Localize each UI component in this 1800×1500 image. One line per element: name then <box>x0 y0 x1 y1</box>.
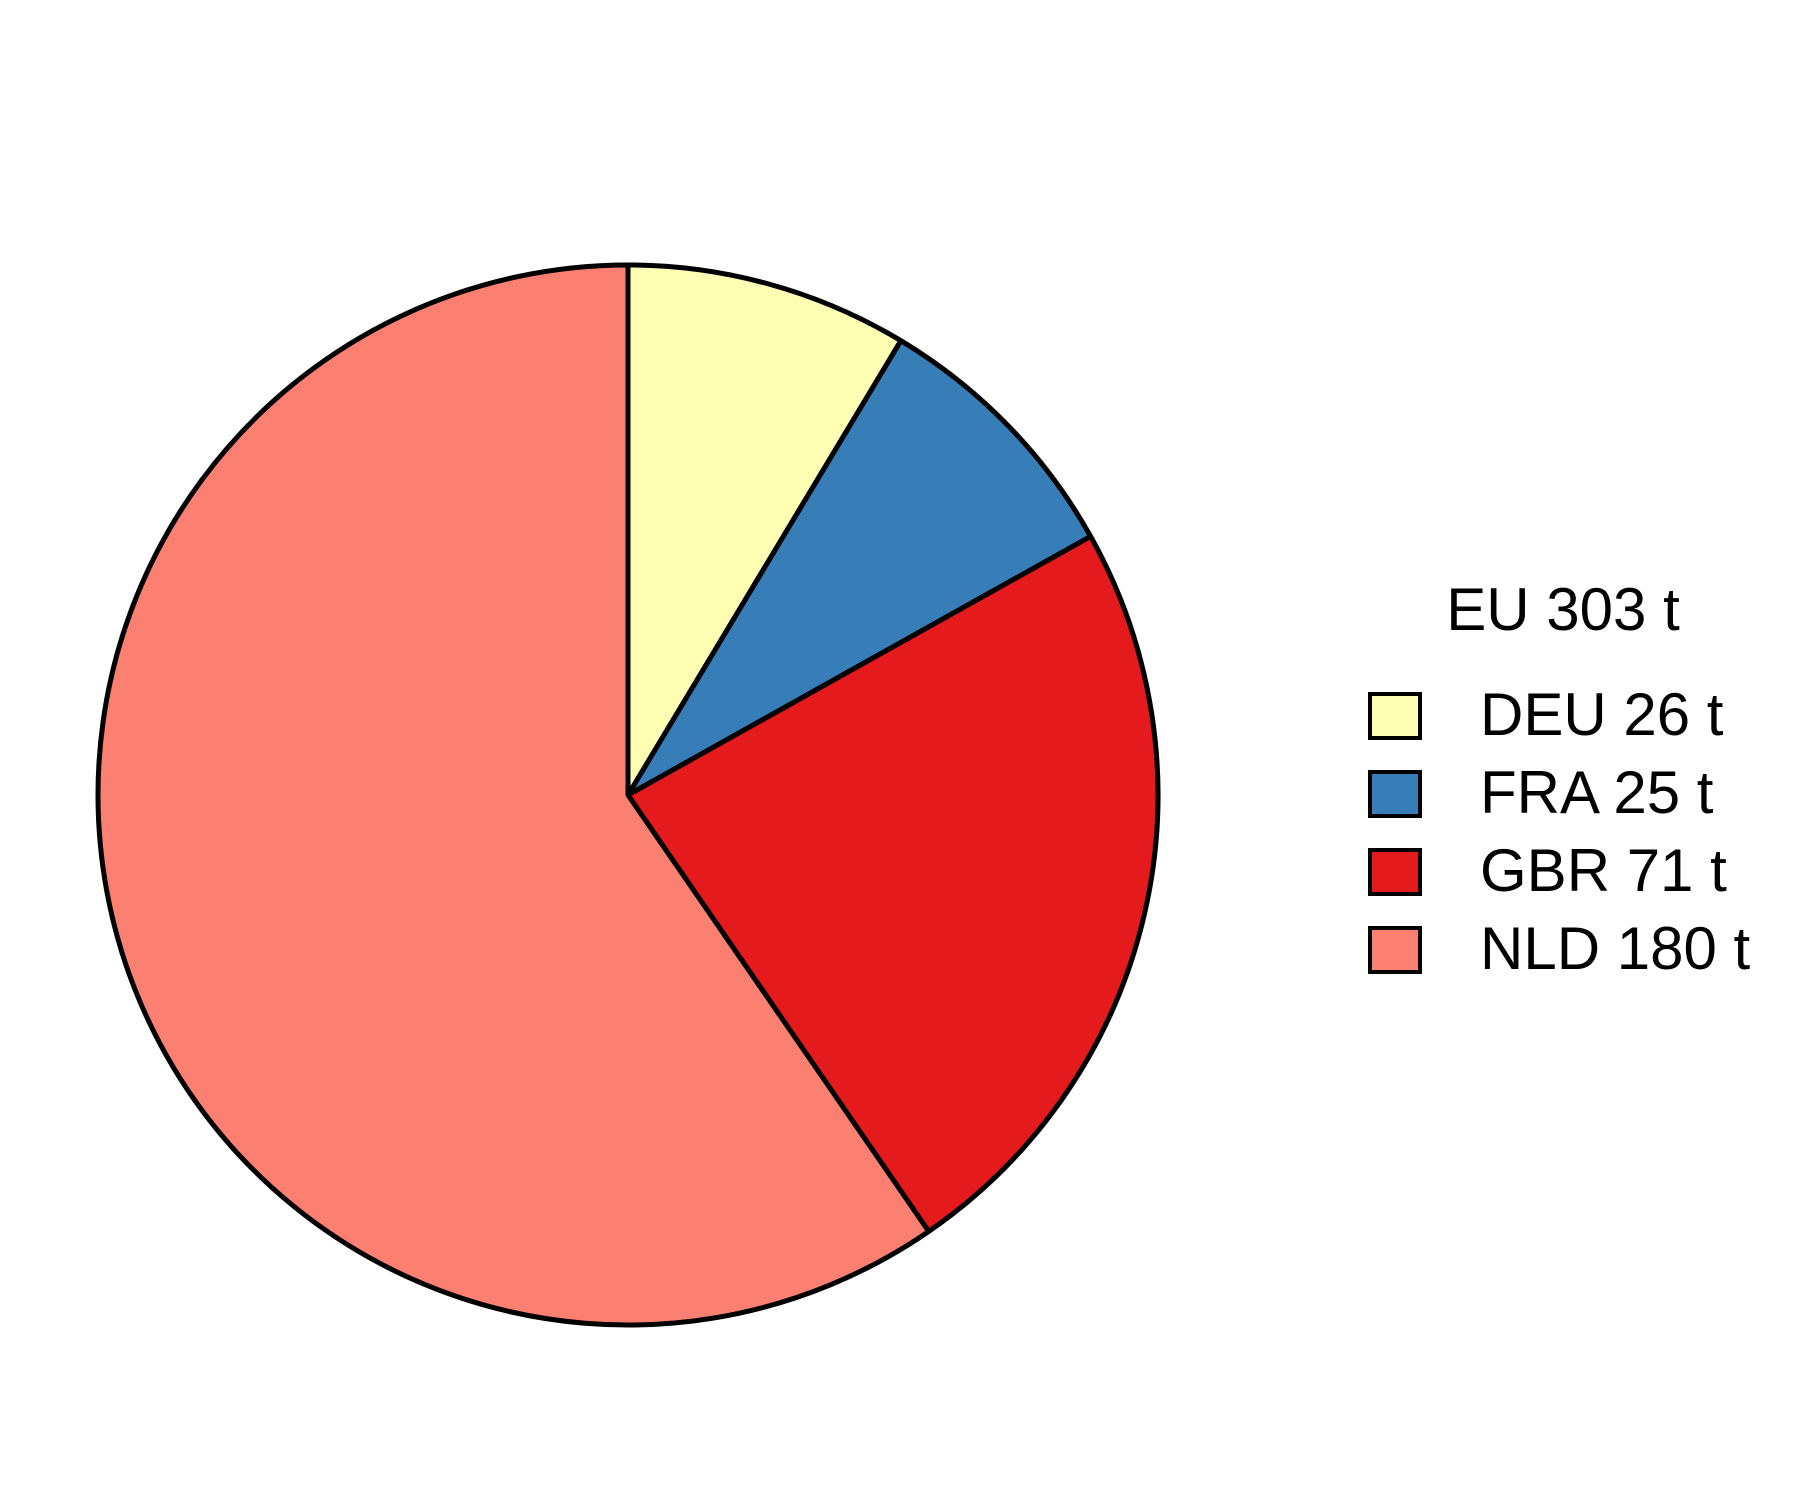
legend: EU 303 t DEU 26 t FRA 25 t GBR 71 t NLD 180… <box>1368 576 1750 982</box>
legend-label-nld: NLD 180 t <box>1480 915 1750 982</box>
legend-label-gbr: GBR 71 t <box>1480 837 1727 904</box>
legend-item-fra: FRA 25 t <box>1368 759 1714 826</box>
legend-item-nld: NLD 180 t <box>1368 915 1750 982</box>
pie-slice-nld <box>95 262 932 1328</box>
legend-items: DEU 26 t FRA 25 t GBR 71 t NLD 180 t <box>1368 681 1750 982</box>
legend-title: EU 303 t <box>1446 576 1680 643</box>
legend-item-gbr: GBR 71 t <box>1368 837 1727 904</box>
pie-slice-fra <box>625 338 1094 798</box>
pie-slice-deu <box>625 262 904 798</box>
legend-swatch-deu <box>1368 692 1422 740</box>
legend-swatch-fra <box>1368 770 1422 818</box>
pie-slice-gbr <box>625 533 1161 1234</box>
legend-item-deu: DEU 26 t <box>1368 681 1724 748</box>
legend-label-deu: DEU 26 t <box>1480 681 1724 748</box>
legend-swatch-gbr <box>1368 848 1422 896</box>
pie-slices <box>95 262 1161 1328</box>
legend-swatch-nld <box>1368 926 1422 974</box>
legend-label-fra: FRA 25 t <box>1480 759 1714 826</box>
